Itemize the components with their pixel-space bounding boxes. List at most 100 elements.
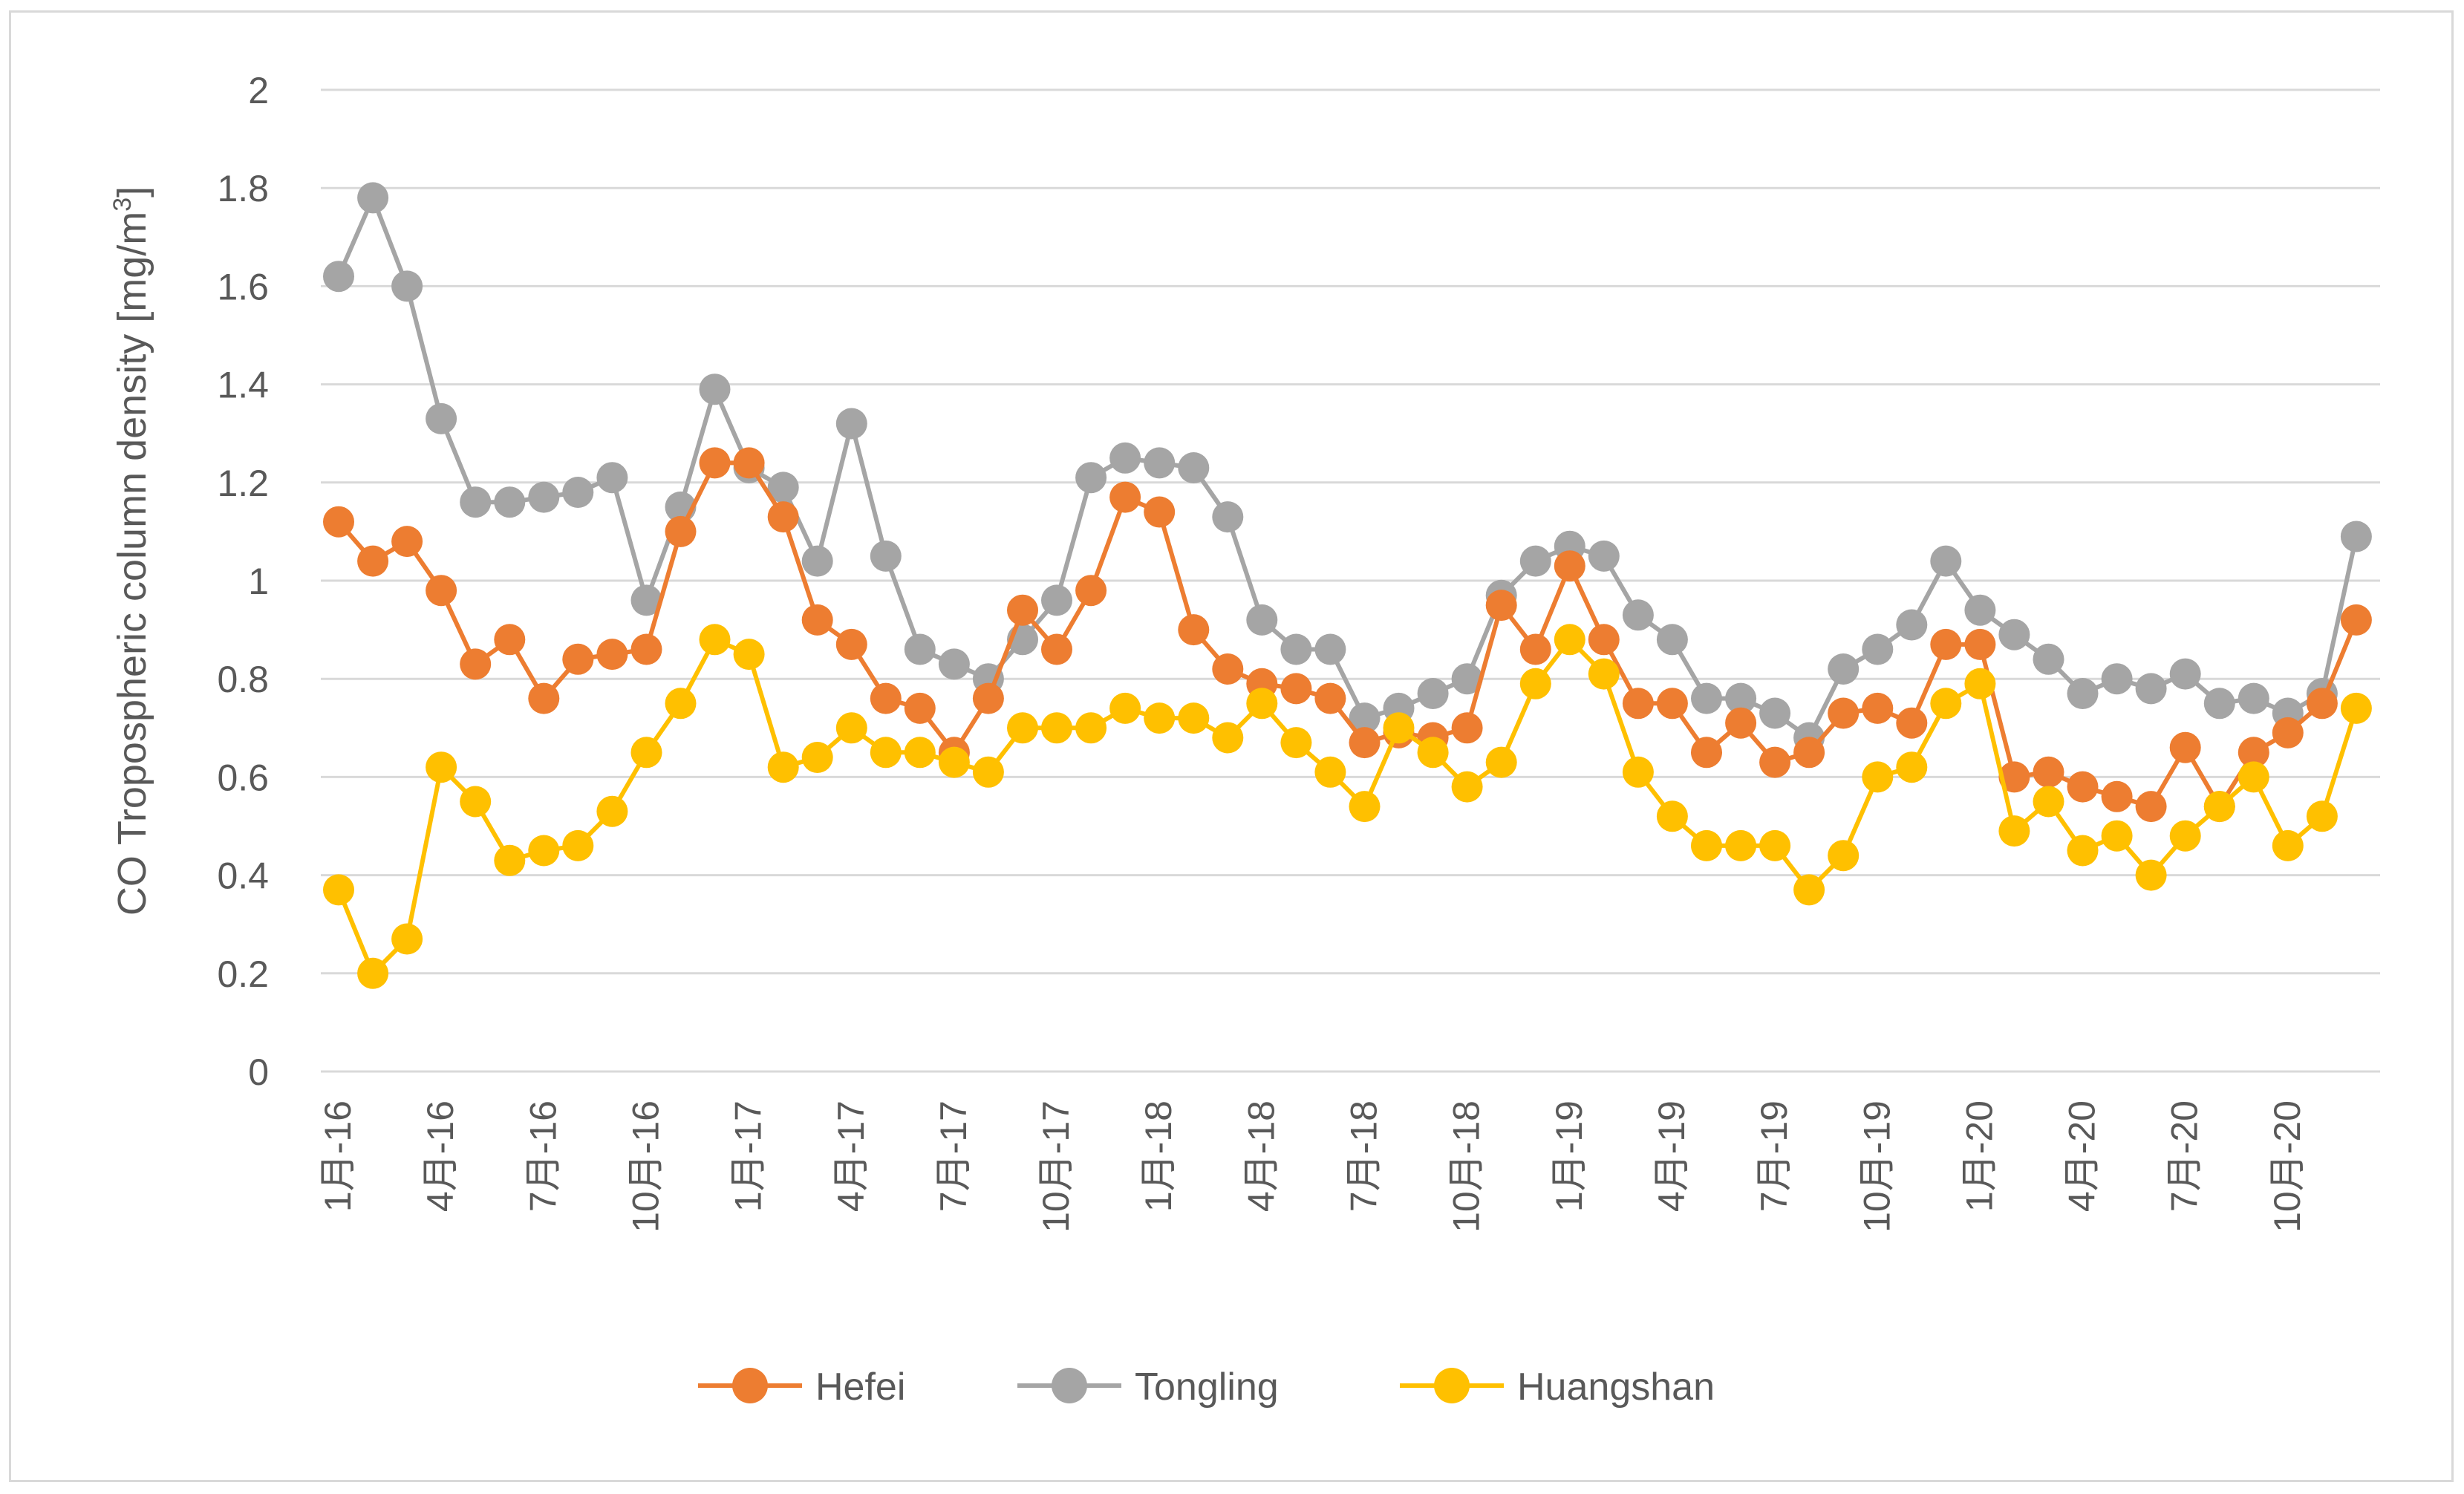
data-point — [1725, 829, 1757, 861]
x-tick-label: 1月-18 — [1138, 1100, 1179, 1212]
data-point — [460, 648, 492, 680]
data-point — [2101, 663, 2133, 695]
y-tick-label: 1.2 — [217, 463, 269, 504]
data-point — [1246, 688, 1278, 720]
data-point — [1691, 737, 1722, 769]
data-point — [1896, 707, 1928, 739]
data-point — [938, 648, 970, 680]
data-point — [904, 737, 936, 769]
data-point — [1314, 682, 1346, 714]
data-point — [1075, 462, 1107, 494]
data-point — [1930, 688, 1962, 720]
data-point — [2238, 761, 2269, 793]
data-point — [1041, 584, 1072, 616]
data-point — [870, 737, 902, 769]
data-point — [801, 545, 833, 577]
y-tick-label: 0 — [248, 1051, 269, 1093]
data-point — [2169, 731, 2201, 763]
data-point — [2135, 791, 2167, 823]
data-point — [1998, 815, 2030, 847]
y-tick-label: 1 — [248, 561, 269, 602]
data-point — [2306, 688, 2338, 720]
data-point — [562, 477, 594, 508]
data-point — [2101, 820, 2133, 852]
data-point — [2033, 756, 2064, 788]
data-point — [528, 682, 560, 714]
x-tick-label: 1月-20 — [1958, 1100, 2000, 1212]
data-point — [528, 481, 560, 513]
data-point — [835, 712, 867, 744]
data-point — [2169, 820, 2201, 852]
x-tick-label: 4月-18 — [1240, 1100, 1282, 1212]
data-point — [2067, 835, 2099, 867]
data-point — [1246, 604, 1278, 636]
data-point — [1519, 633, 1551, 665]
data-point — [1964, 628, 1996, 660]
data-point — [1588, 540, 1620, 572]
data-point — [1349, 727, 1381, 759]
data-point — [630, 737, 662, 769]
x-tick-label: 4月-17 — [830, 1100, 872, 1212]
data-point — [1451, 663, 1483, 695]
data-point — [1862, 761, 1894, 793]
data-point — [630, 584, 662, 616]
data-point — [699, 624, 731, 656]
legend-label: Tongling — [1135, 1366, 1279, 1409]
legend-label: Huangshan — [1517, 1366, 1715, 1409]
data-point — [460, 786, 492, 818]
y-tick-label: 0.8 — [217, 659, 269, 700]
data-point — [1417, 678, 1449, 709]
data-point — [1075, 575, 1107, 607]
data-point — [1212, 722, 1244, 754]
data-point — [1964, 594, 1996, 626]
data-point — [2033, 786, 2064, 818]
legend-item-huangshan: Huangshan — [1400, 1366, 1715, 1409]
y-axis-label-superscript: 3 — [108, 198, 137, 212]
y-tick-label: 0.2 — [217, 953, 269, 995]
data-point — [1930, 628, 1962, 660]
legend: Hefei Tongling Huangshan — [698, 1366, 1715, 1409]
y-tick-label: 1.4 — [217, 365, 269, 406]
data-point — [699, 447, 731, 479]
data-point — [972, 682, 1004, 714]
data-point — [1862, 633, 1894, 665]
data-point — [665, 515, 697, 547]
x-tick-label: 10月-17 — [1035, 1100, 1077, 1233]
data-point — [904, 692, 936, 724]
data-point — [1144, 447, 1176, 479]
data-point — [2135, 673, 2167, 705]
data-point — [767, 501, 799, 533]
data-point — [596, 639, 628, 671]
data-point — [767, 472, 799, 503]
data-point — [2203, 791, 2235, 823]
data-point — [1485, 746, 1517, 778]
data-point — [1178, 702, 1210, 734]
data-point — [1622, 599, 1654, 631]
data-point — [835, 628, 867, 660]
data-point — [630, 633, 662, 665]
x-tick-label: 1月-17 — [728, 1100, 769, 1212]
data-point — [391, 923, 423, 955]
data-point — [1656, 624, 1688, 656]
data-point — [2306, 800, 2338, 832]
data-point — [1109, 481, 1141, 513]
y-tick-label: 0.4 — [217, 855, 269, 897]
data-point — [1144, 496, 1176, 528]
y-axis-ticks: 0 0.2 0.4 0.6 0.8 1 1.2 1.4 1.6 1.8 2 — [217, 70, 269, 1093]
data-point — [1314, 756, 1346, 788]
data-point — [1622, 756, 1654, 788]
data-point — [2340, 604, 2372, 636]
data-point — [1964, 668, 1996, 699]
series-tongling — [323, 182, 2372, 754]
data-point — [1383, 712, 1415, 744]
data-point — [835, 408, 867, 440]
data-point — [1725, 707, 1757, 739]
data-point — [1007, 712, 1038, 744]
data-point — [2340, 521, 2372, 552]
data-point — [1280, 633, 1312, 665]
series-layer — [323, 182, 2372, 989]
data-point — [426, 575, 457, 607]
data-point — [460, 486, 492, 518]
x-tick-label: 10月-18 — [1446, 1100, 1487, 1233]
data-point — [562, 829, 594, 861]
